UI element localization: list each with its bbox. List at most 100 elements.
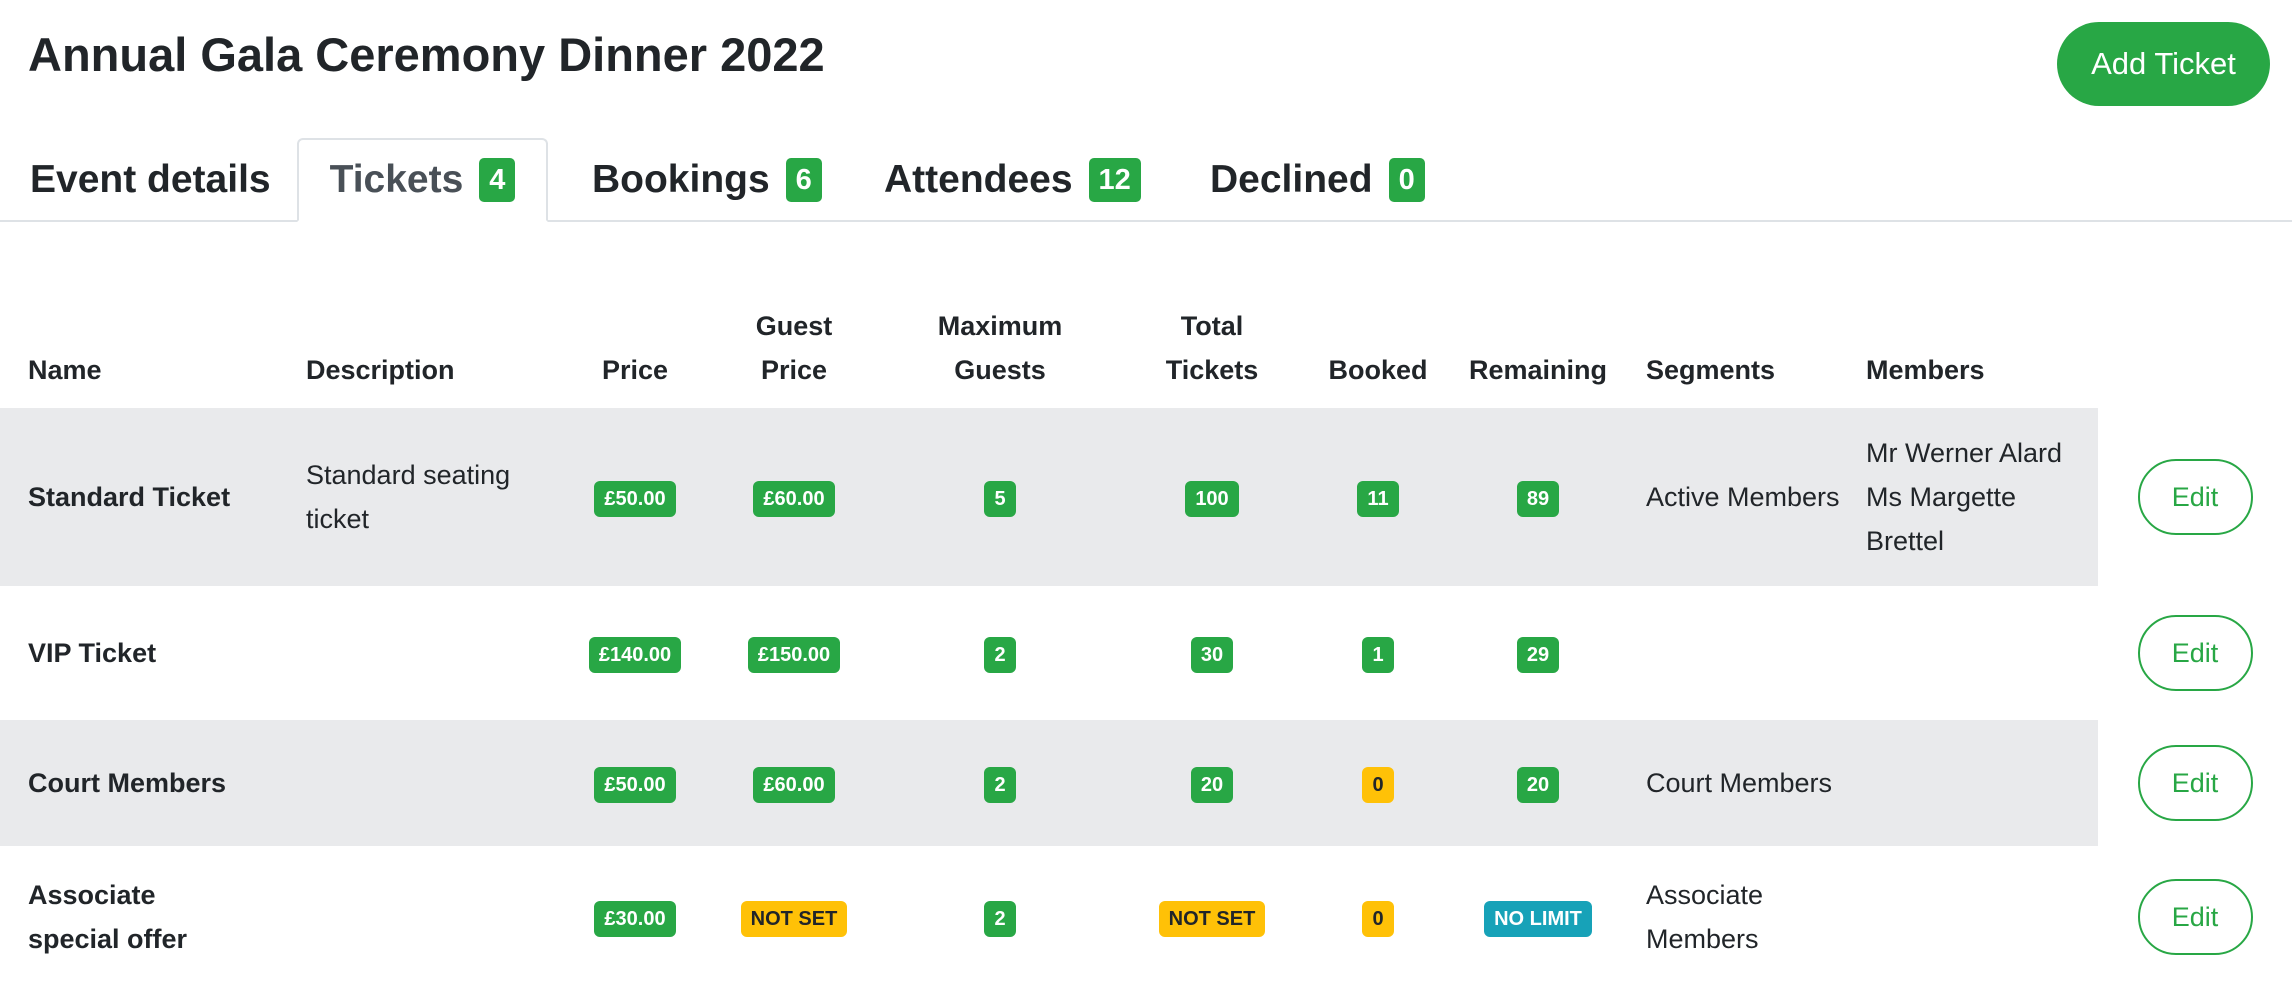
guest-price-cell: £150.00: [714, 586, 874, 720]
guest-price-cell: £60.00: [714, 408, 874, 586]
actions-cell: Edit: [2098, 720, 2292, 846]
price-cell: £140.00: [556, 586, 714, 720]
table-row: VIP Ticket £140.00 £150.00 2 30 1 29 Edi…: [0, 586, 2292, 720]
guest-price-cell: NOT SET: [714, 846, 874, 988]
booked-badge: 1: [1362, 636, 1394, 673]
tab-bookings[interactable]: Bookings 6: [592, 138, 822, 222]
ticket-members: [1866, 846, 2098, 988]
column-header-actions: [2098, 272, 2292, 408]
header-line: Tickets: [1165, 355, 1259, 385]
price-cell: £50.00: [556, 408, 714, 586]
actions-cell: Edit: [2098, 586, 2292, 720]
booked-badge: 11: [1357, 480, 1399, 517]
column-header-maximum-guests: Maximum Guests: [874, 272, 1126, 408]
remaining-badge: 89: [1516, 480, 1560, 517]
table-row: Court Members £50.00 £60.00 2 20 0 20 Co…: [0, 720, 2292, 846]
add-ticket-button[interactable]: Add Ticket: [2057, 22, 2270, 106]
total-tickets-badge: 100: [1185, 480, 1239, 517]
total-tickets-badge: 20: [1190, 766, 1234, 803]
header-line: Guests: [954, 355, 1046, 385]
table-header-row: Name Description Price Guest Price Maximu…: [0, 272, 2292, 408]
column-header-remaining: Remaining: [1468, 355, 1608, 385]
total-tickets-badge: 30: [1190, 636, 1234, 673]
column-header-guest-price: Guest Price: [714, 272, 874, 408]
ticket-name: Standard Ticket: [0, 408, 278, 586]
column-header-total-tickets: Total Tickets: [1126, 272, 1298, 408]
tickets-table: Name Description Price Guest Price Maximu…: [0, 272, 2292, 988]
guest-price-cell: £60.00: [714, 720, 874, 846]
remaining-cell: 29: [1458, 586, 1618, 720]
header-line: Price: [760, 355, 828, 385]
ticket-members: Mr Werner Alard Ms Margette Brettel: [1866, 408, 2098, 586]
column-header-members: Members: [1866, 355, 1985, 385]
column-header-price: Price: [601, 355, 669, 385]
booked-cell: 0: [1298, 846, 1458, 988]
maximum-guests-badge: 5: [984, 480, 1016, 517]
price-badge: £140.00: [588, 636, 682, 673]
tab-count-badge: 6: [785, 158, 822, 202]
ticket-segments: [1618, 586, 1866, 720]
tab-label: Tickets: [329, 158, 464, 201]
ticket-name: Associate special offer: [28, 880, 188, 954]
maximum-guests-cell: 2: [874, 846, 1126, 988]
tab-count-badge: 4: [479, 158, 516, 202]
column-header-name: Name: [28, 355, 102, 385]
column-header-segments: Segments: [1646, 355, 1776, 385]
remaining-cell: 20: [1458, 720, 1618, 846]
price-cell: £30.00: [556, 846, 714, 988]
total-tickets-badge: NOT SET: [1158, 900, 1266, 937]
guest-price-badge: £60.00: [753, 766, 835, 803]
tab-count-badge: 12: [1088, 158, 1141, 202]
tab-tickets[interactable]: Tickets 4: [297, 138, 548, 222]
booked-cell: 0: [1298, 720, 1458, 846]
tab-event-details[interactable]: Event details: [30, 138, 271, 222]
ticket-description: [278, 586, 556, 720]
guest-price-badge: NOT SET: [740, 900, 848, 937]
remaining-cell: NO LIMIT: [1458, 846, 1618, 988]
table-row: Standard Ticket Standard seating ticket …: [0, 408, 2292, 586]
header-line: Guest: [755, 311, 833, 341]
guest-price-badge: £150.00: [747, 636, 841, 673]
column-header-booked: Booked: [1328, 355, 1428, 385]
ticket-segments: Court Members: [1618, 720, 1866, 846]
ticket-name: Court Members: [0, 720, 278, 846]
member-name: Ms Margette Brettel: [1866, 482, 2017, 556]
remaining-badge: 20: [1516, 766, 1560, 803]
maximum-guests-badge: 2: [984, 766, 1016, 803]
booked-badge: 0: [1362, 766, 1394, 803]
ticket-segments: Associate Members: [1646, 880, 1764, 954]
total-tickets-cell: 20: [1126, 720, 1298, 846]
page-title: Annual Gala Ceremony Dinner 2022: [28, 28, 825, 81]
ticket-members: [1866, 586, 2098, 720]
remaining-badge: NO LIMIT: [1484, 900, 1592, 937]
table-row: Associate special offer £30.00 NOT SET 2…: [0, 846, 2292, 988]
maximum-guests-badge: 2: [984, 636, 1016, 673]
column-header-description: Description: [306, 355, 455, 385]
price-badge: £30.00: [594, 900, 676, 937]
price-cell: £50.00: [556, 720, 714, 846]
edit-button[interactable]: Edit: [2137, 459, 2253, 535]
remaining-badge: 29: [1516, 636, 1560, 673]
price-badge: £50.00: [594, 766, 676, 803]
guest-price-badge: £60.00: [753, 480, 835, 517]
remaining-cell: 89: [1458, 408, 1618, 586]
booked-cell: 1: [1298, 586, 1458, 720]
total-tickets-cell: NOT SET: [1126, 846, 1298, 988]
edit-button[interactable]: Edit: [2137, 745, 2253, 821]
ticket-description: [278, 846, 556, 988]
ticket-description: [278, 720, 556, 846]
actions-cell: Edit: [2098, 846, 2292, 988]
tab-declined[interactable]: Declined 0: [1210, 138, 1425, 222]
booked-cell: 11: [1298, 408, 1458, 586]
maximum-guests-cell: 2: [874, 720, 1126, 846]
event-tabs: Event details Tickets 4 Bookings 6 Atten…: [0, 138, 2292, 222]
tab-label: Declined: [1210, 158, 1373, 201]
maximum-guests-cell: 2: [874, 586, 1126, 720]
tab-attendees[interactable]: Attendees 12: [884, 138, 1141, 222]
ticket-segments: Active Members: [1618, 408, 1866, 586]
tab-label: Event details: [30, 158, 271, 201]
price-badge: £50.00: [594, 480, 676, 517]
edit-button[interactable]: Edit: [2137, 615, 2253, 691]
tab-label: Attendees: [884, 158, 1073, 201]
edit-button[interactable]: Edit: [2137, 879, 2253, 955]
